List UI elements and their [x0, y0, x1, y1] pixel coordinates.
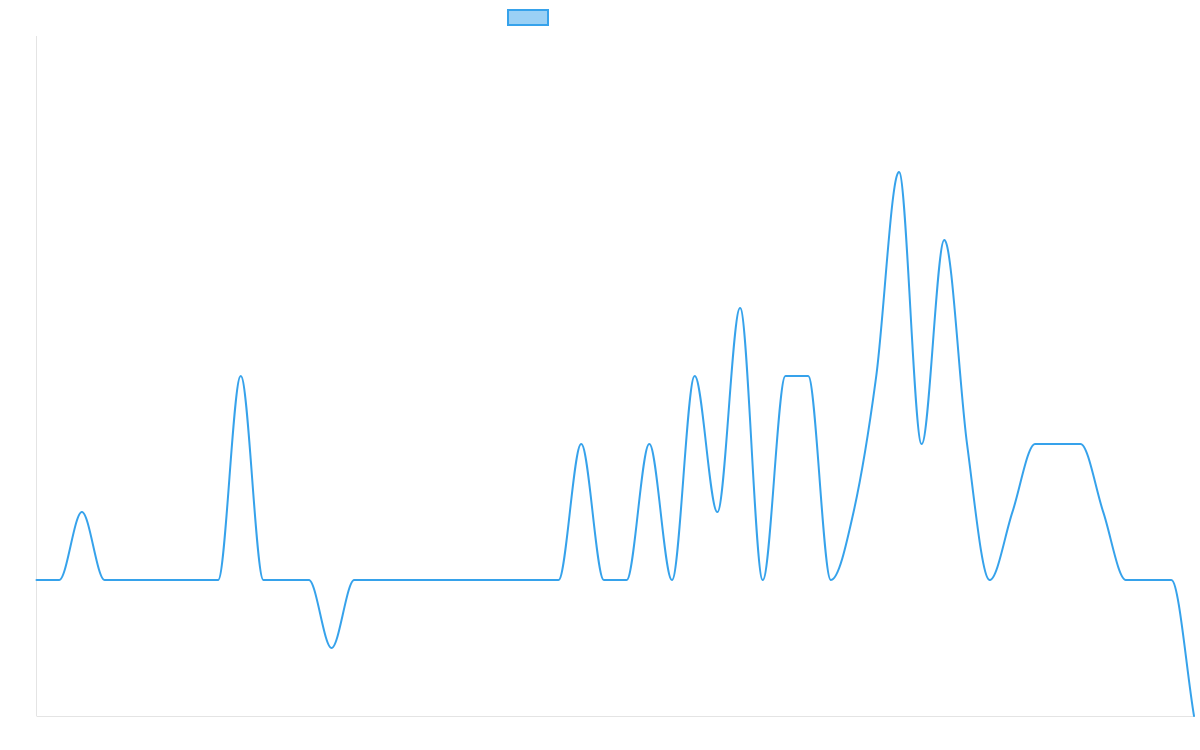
axes	[36, 36, 1194, 717]
legend-swatch[interactable]	[507, 9, 549, 26]
series-line	[35, 171, 1195, 717]
series-layer	[35, 171, 1195, 717]
legend[interactable]	[507, 9, 549, 26]
